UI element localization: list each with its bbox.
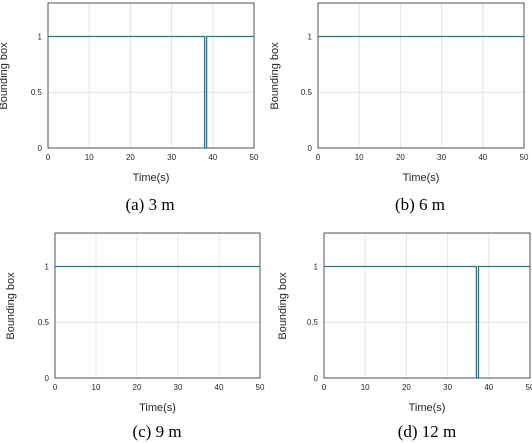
y-tick-label: 1 [45, 262, 50, 271]
x-axis-label: Time(s) [409, 402, 446, 414]
y-axis-label: Bounding box [277, 272, 289, 340]
y-axis-label: Bounding box [269, 42, 281, 110]
x-tick-label: 0 [46, 153, 51, 162]
y-axis-label: Bounding box [0, 42, 10, 110]
subfigure-caption: (b) 6 m [395, 195, 445, 214]
x-tick-label: 20 [126, 153, 135, 162]
x-axis-label: Time(s) [133, 172, 170, 184]
chart-panel-3: 0 10 20 30 40 50 0 0.5 1 Time(s) Bounding box (c) 9… [5, 232, 265, 441]
y-tick-label: 0 [314, 374, 319, 383]
plot-frame [323, 232, 531, 379]
y-tick-label: 0 [308, 144, 313, 153]
x-tick-label: 50 [250, 153, 259, 162]
chart-panel-2: 0 10 20 30 40 50 0 0.5 1 Time(s) Bounding box (b) 6… [269, 2, 529, 214]
x-tick-label: 0 [322, 383, 327, 392]
y-tick-label: 0.5 [38, 318, 50, 327]
x-tick-label: 50 [256, 383, 265, 392]
y-tick-label: 1 [308, 32, 313, 41]
y-tick-label: 1 [38, 32, 43, 41]
subfigure-caption: (a) 3 m [125, 195, 174, 214]
x-tick-label: 50 [520, 153, 529, 162]
x-tick-label: 10 [92, 383, 101, 392]
x-tick-label: 40 [478, 153, 487, 162]
x-tick-label: 40 [484, 383, 493, 392]
x-tick-label: 30 [174, 383, 183, 392]
x-tick-label: 10 [85, 153, 94, 162]
x-tick-label: 20 [402, 383, 411, 392]
x-tick-label: 30 [443, 383, 452, 392]
chart-panel-1: 0 10 20 30 40 50 0 0.5 1 Time(s) Bounding box (a) 3… [0, 2, 259, 214]
x-tick-label: 30 [437, 153, 446, 162]
chart-panel-4: 0 10 20 30 40 50 0 0.5 1 Time(s) Bounding box (d) 1… [277, 232, 532, 441]
x-tick-label: 40 [208, 153, 217, 162]
y-tick-label: 1 [314, 262, 319, 271]
subfigure-caption: (d) 12 m [398, 422, 457, 441]
x-tick-label: 20 [133, 383, 142, 392]
series-line [48, 35, 254, 149]
plot-frame [47, 2, 255, 149]
y-axis-label: Bounding box [5, 272, 17, 340]
subfigure-caption: (c) 9 m [132, 422, 181, 441]
x-tick-label: 40 [215, 383, 224, 392]
plot-frame [54, 232, 261, 379]
x-tick-label: 10 [361, 383, 370, 392]
x-tick-label: 10 [355, 153, 364, 162]
y-tick-label: 0 [45, 374, 50, 383]
x-axis-label: Time(s) [403, 172, 440, 184]
y-tick-label: 0.5 [31, 88, 43, 97]
plot-frame [317, 2, 525, 149]
x-tick-label: 0 [316, 153, 321, 162]
x-tick-label: 50 [526, 383, 532, 392]
y-tick-label: 0 [38, 144, 43, 153]
x-tick-label: 0 [53, 383, 58, 392]
x-tick-label: 30 [167, 153, 176, 162]
x-axis-label: Time(s) [139, 402, 176, 414]
x-tick-label: 20 [396, 153, 405, 162]
series-line [324, 265, 530, 379]
y-tick-label: 0.5 [307, 318, 319, 327]
y-tick-label: 0.5 [301, 88, 313, 97]
